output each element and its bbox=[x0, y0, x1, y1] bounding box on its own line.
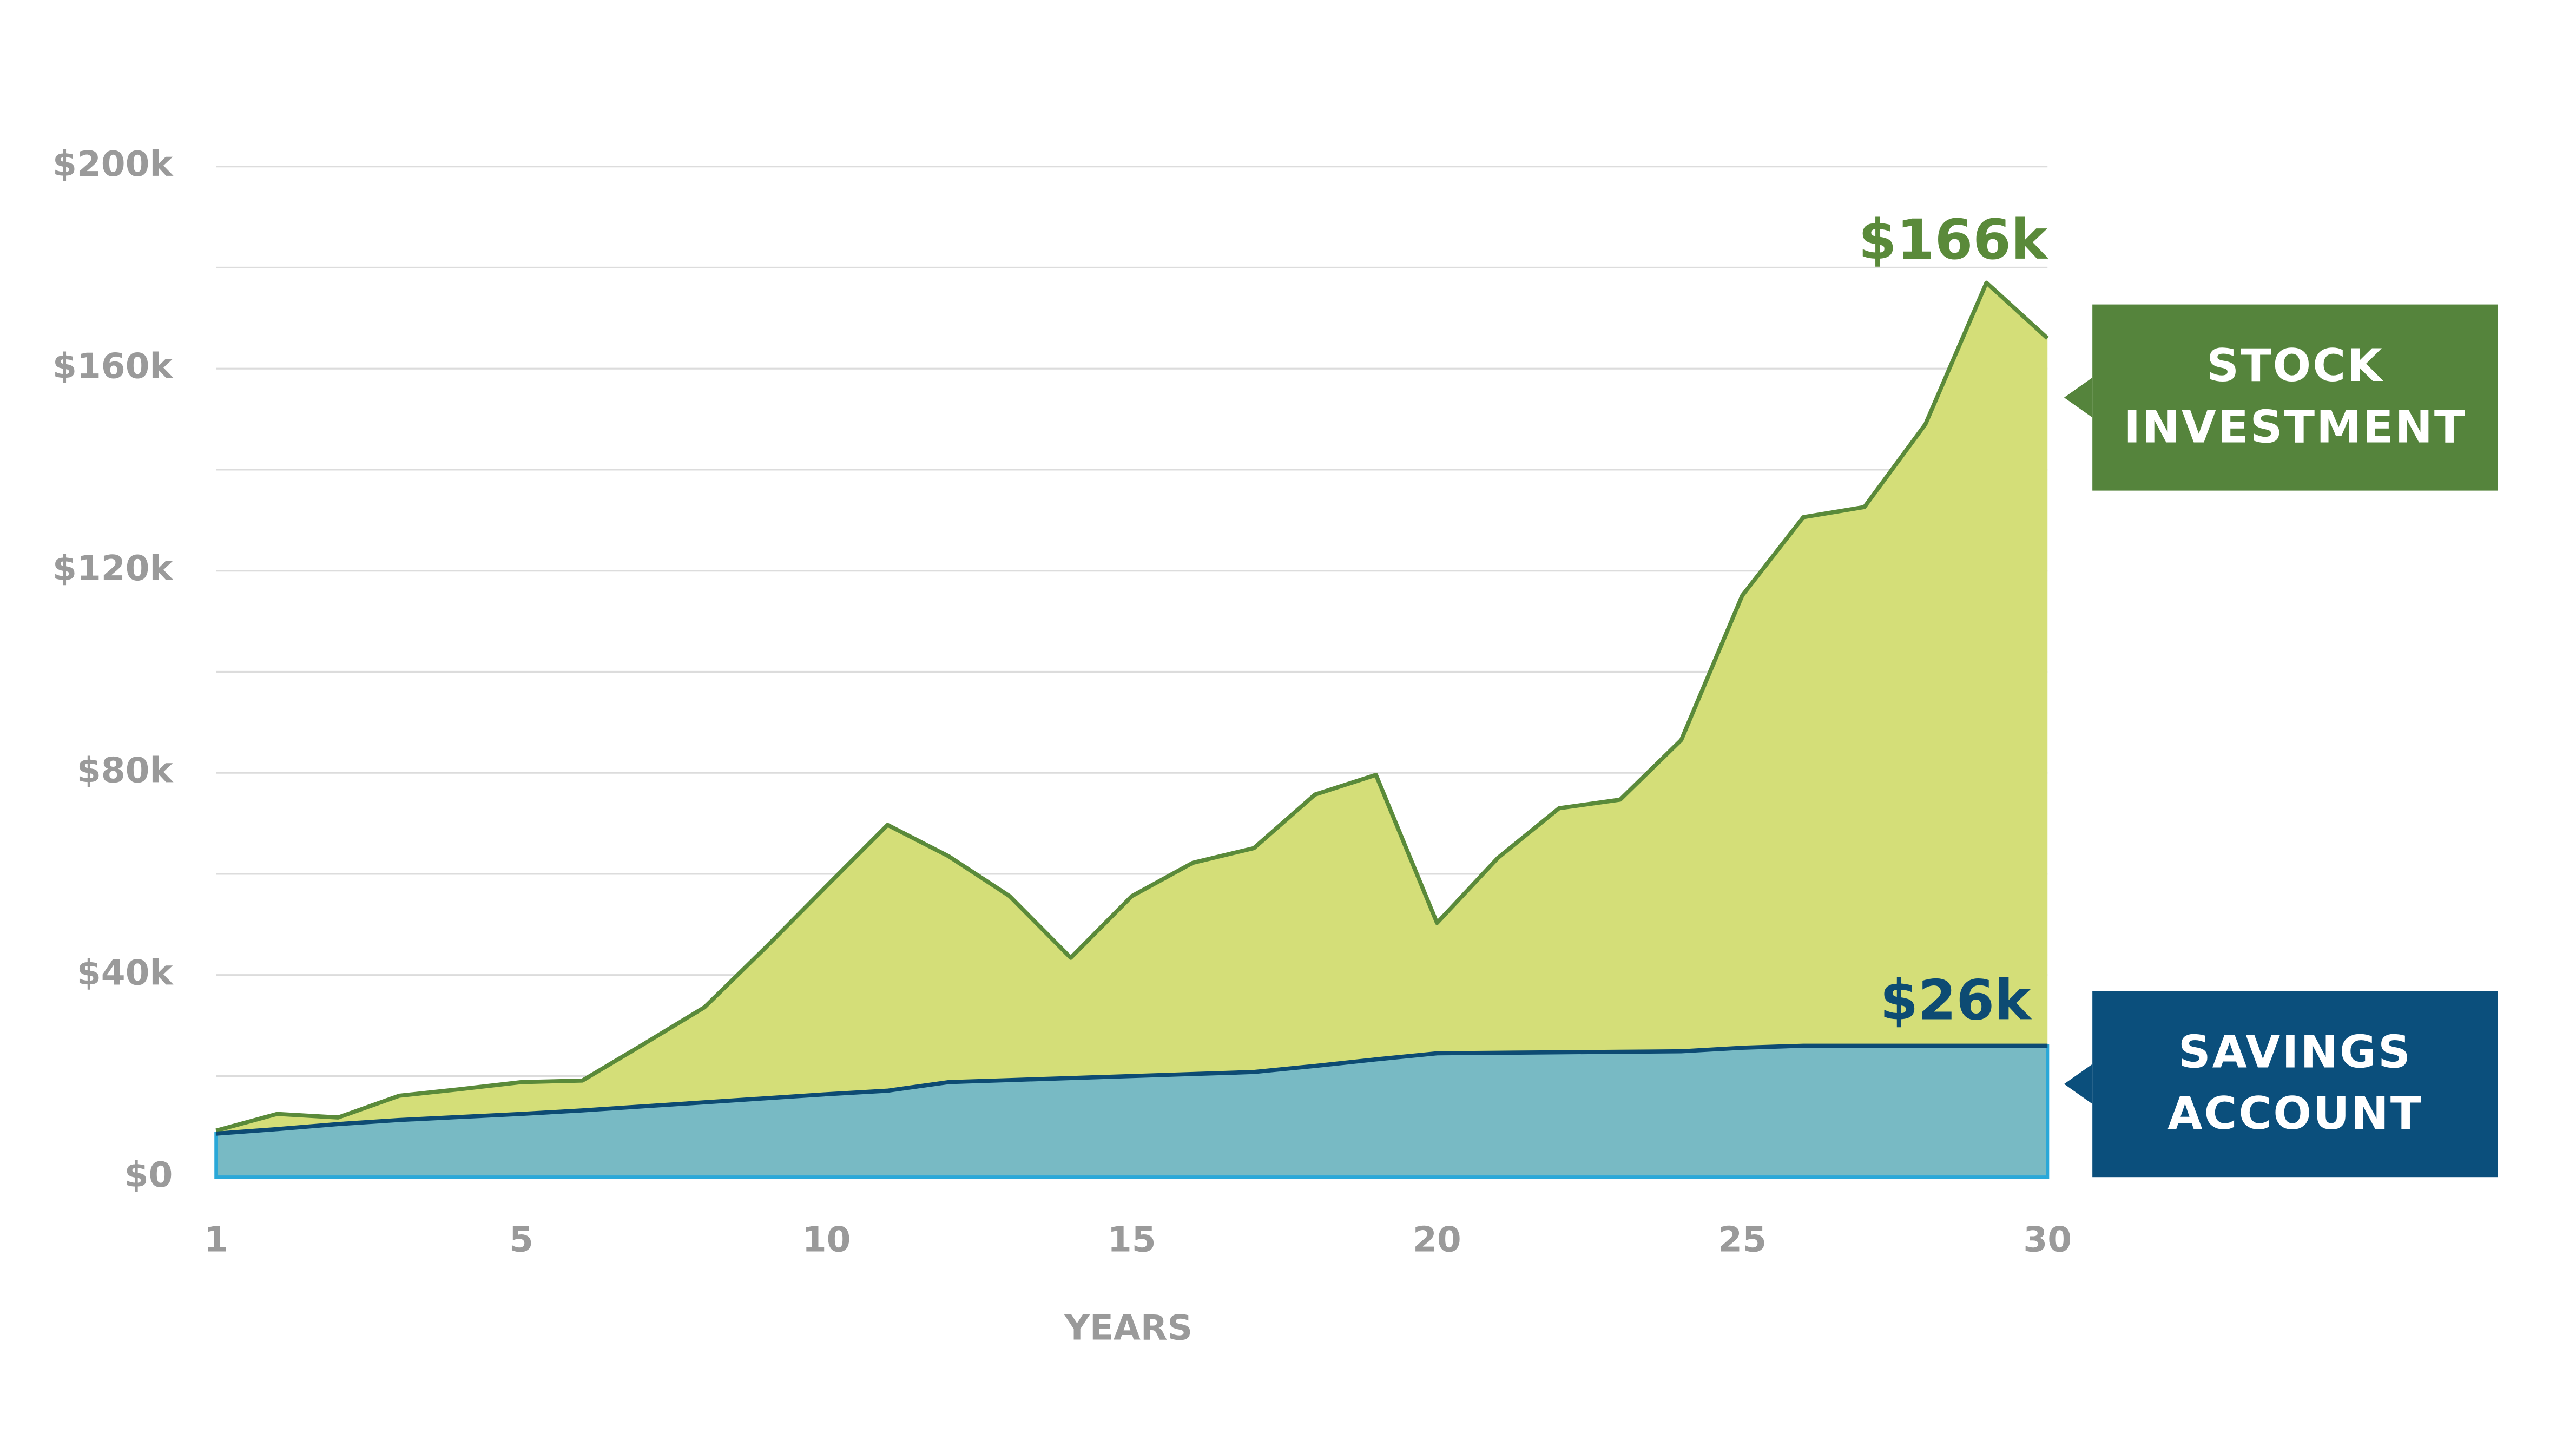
y-tick-label: $160k bbox=[52, 346, 174, 387]
x-axis-label: YEARS bbox=[1064, 1307, 1193, 1348]
x-tick-label: 25 bbox=[1718, 1220, 1767, 1260]
y-tick-label: $120k bbox=[52, 548, 174, 589]
area-line bbox=[215, 280, 2049, 1133]
legend-pointer bbox=[2064, 1064, 2093, 1104]
y-tick-label: $200k bbox=[52, 144, 174, 185]
value-label: $166k bbox=[1859, 208, 2049, 272]
area-fill bbox=[216, 282, 2048, 1178]
legend-box bbox=[2092, 304, 2498, 491]
x-tick-label: 20 bbox=[1413, 1220, 1461, 1260]
legend-label: SAVINGS ACCOUNT bbox=[2167, 1027, 2423, 1141]
legend-entry: STOCK INVESTMENT bbox=[2124, 341, 2467, 455]
x-tick-label: 15 bbox=[1108, 1220, 1156, 1260]
x-tick-label: 1 bbox=[204, 1220, 228, 1260]
y-tick-label: $40k bbox=[77, 952, 174, 993]
legend-box bbox=[2092, 991, 2498, 1178]
value-label: $26k bbox=[1880, 968, 2033, 1032]
x-tick-label: 10 bbox=[802, 1220, 851, 1260]
y-tick-label: $80k bbox=[77, 751, 174, 791]
legend-pointer bbox=[2064, 377, 2093, 418]
x-tick-label: 30 bbox=[2023, 1220, 2072, 1260]
legend-entry: SAVINGS ACCOUNT bbox=[2167, 1027, 2423, 1141]
x-tick-label: 5 bbox=[509, 1220, 533, 1260]
legend-label: STOCK INVESTMENT bbox=[2124, 341, 2467, 455]
y-tick-label: $0 bbox=[124, 1155, 173, 1195]
area-line bbox=[216, 1043, 2048, 1136]
